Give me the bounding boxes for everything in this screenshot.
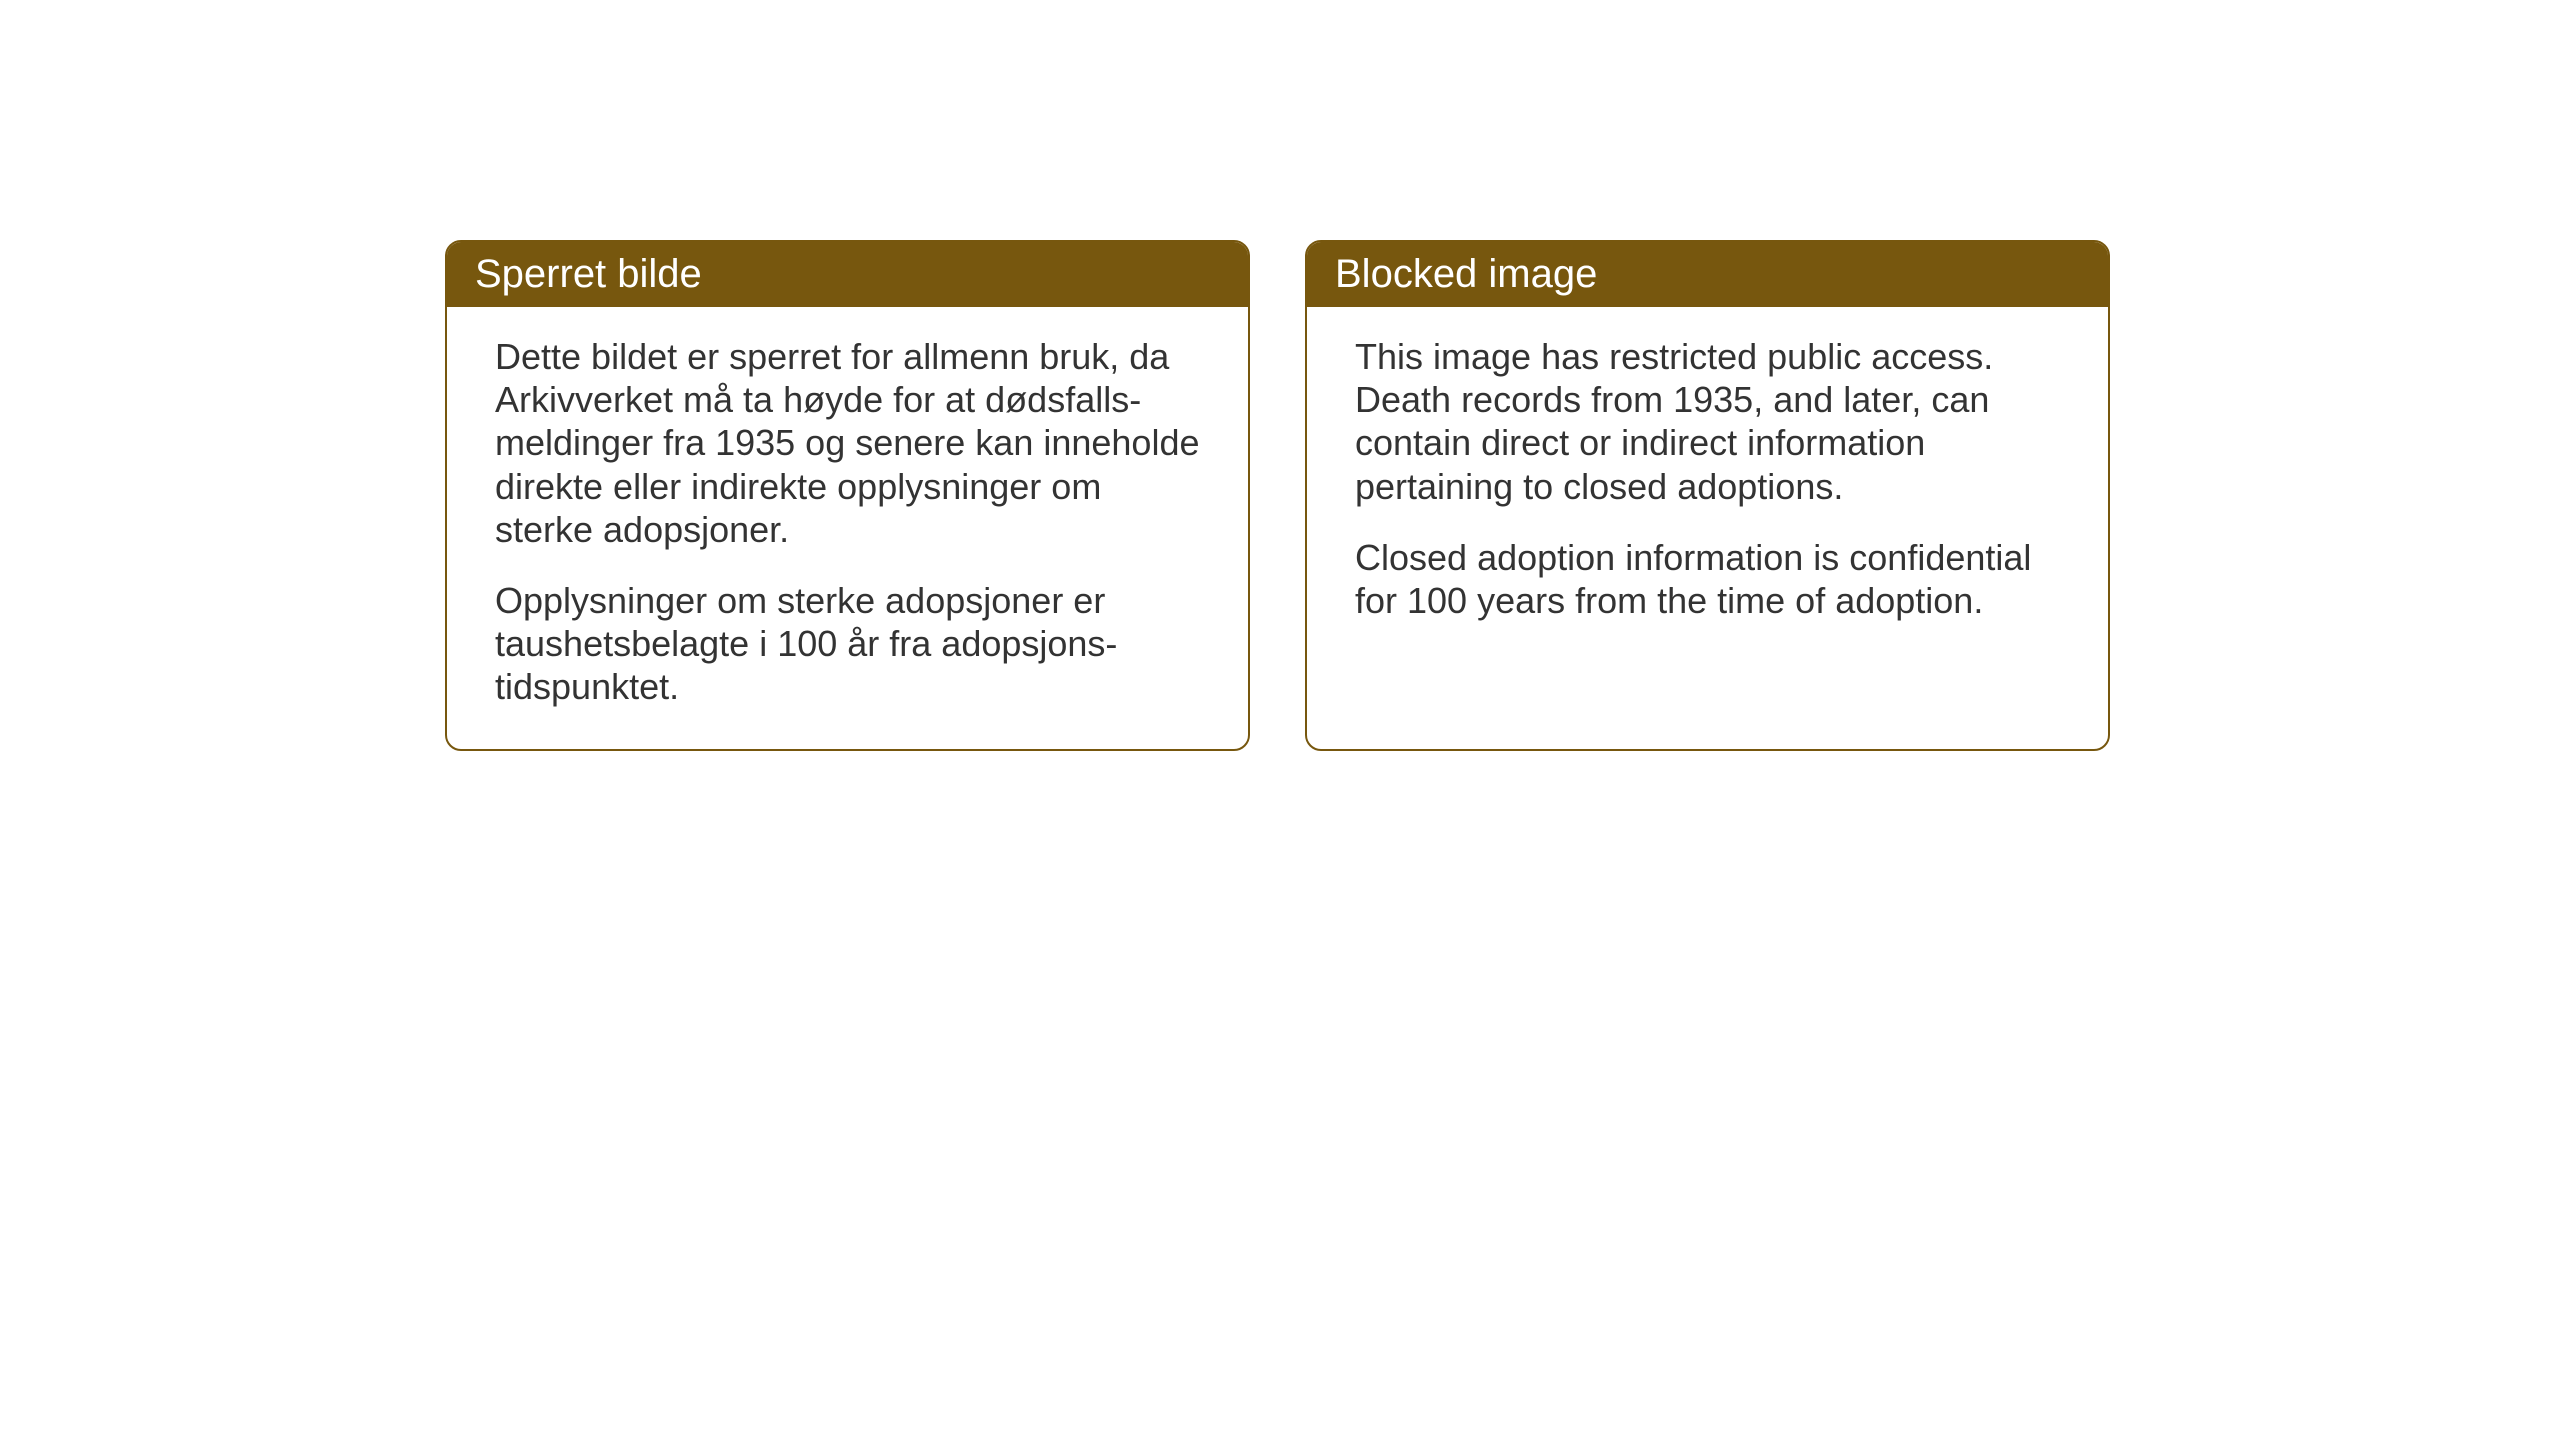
english-box-body: This image has restricted public access.…	[1307, 307, 2108, 712]
english-info-box: Blocked image This image has restricted …	[1305, 240, 2110, 751]
norwegian-paragraph-2: Opplysninger om sterke adopsjoner er tau…	[495, 579, 1200, 709]
english-paragraph-1: This image has restricted public access.…	[1355, 335, 2060, 508]
norwegian-paragraph-1: Dette bildet er sperret for allmenn bruk…	[495, 335, 1200, 551]
info-boxes-container: Sperret bilde Dette bildet er sperret fo…	[445, 240, 2110, 751]
norwegian-info-box: Sperret bilde Dette bildet er sperret fo…	[445, 240, 1250, 751]
norwegian-box-title: Sperret bilde	[447, 242, 1248, 307]
english-paragraph-2: Closed adoption information is confident…	[1355, 536, 2060, 622]
norwegian-box-body: Dette bildet er sperret for allmenn bruk…	[447, 307, 1248, 749]
english-box-title: Blocked image	[1307, 242, 2108, 307]
